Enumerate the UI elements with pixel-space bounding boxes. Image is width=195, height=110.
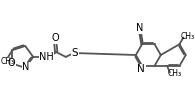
Text: NH: NH bbox=[39, 52, 54, 62]
Text: CH₃: CH₃ bbox=[1, 57, 15, 66]
Text: N: N bbox=[136, 23, 144, 33]
Text: CH₃: CH₃ bbox=[181, 32, 195, 41]
Text: O: O bbox=[8, 58, 15, 68]
Text: CH₃: CH₃ bbox=[168, 69, 182, 78]
Text: N: N bbox=[22, 62, 29, 72]
Text: N: N bbox=[137, 64, 145, 74]
Text: S: S bbox=[72, 48, 78, 58]
Text: O: O bbox=[51, 33, 59, 43]
